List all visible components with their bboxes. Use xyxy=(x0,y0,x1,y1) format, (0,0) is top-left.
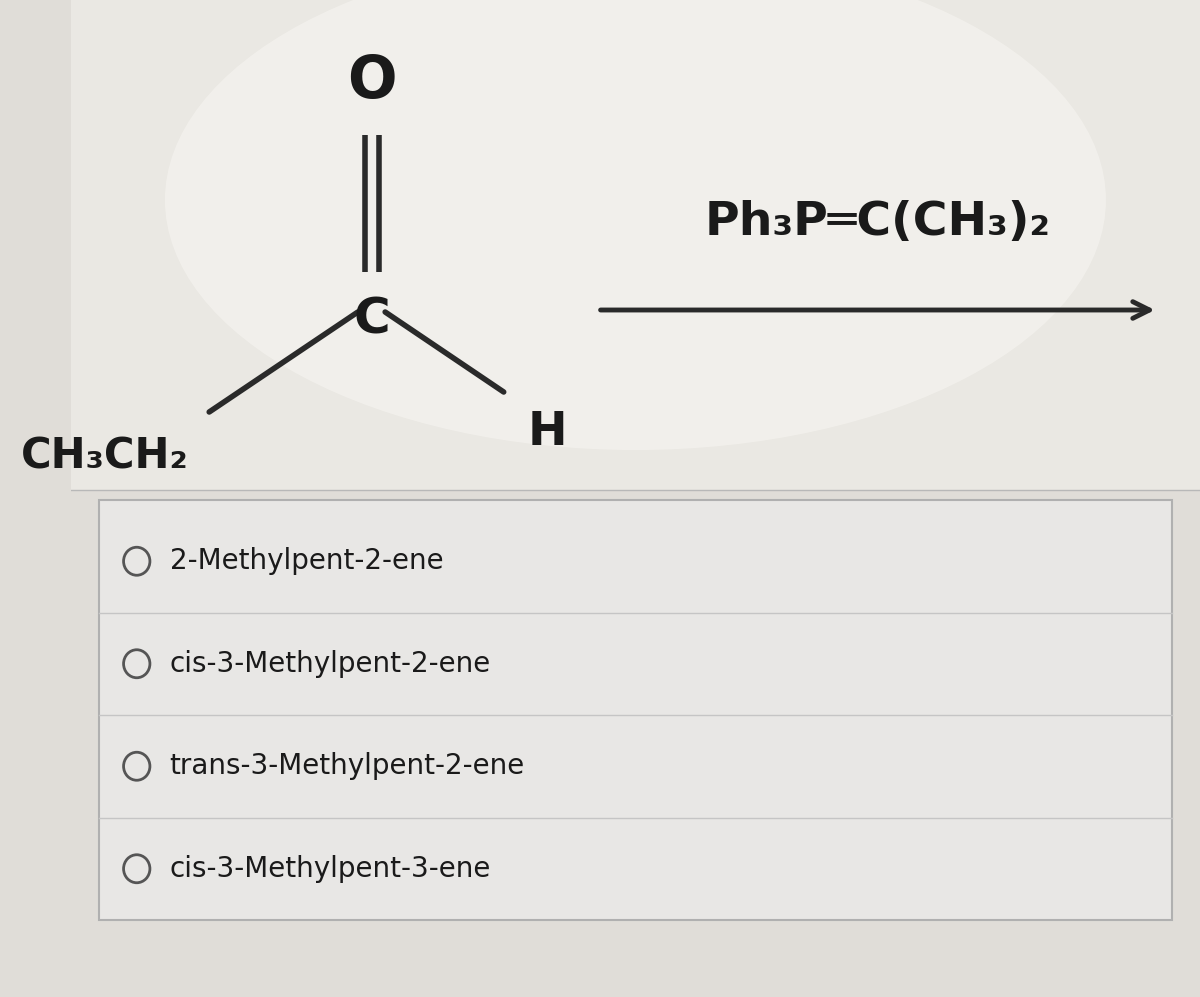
Text: CH₃CH₂: CH₃CH₂ xyxy=(20,435,188,477)
Bar xyxy=(71,0,1200,490)
Text: trans-3-Methylpent-2-ene: trans-3-Methylpent-2-ene xyxy=(169,753,524,781)
Text: H: H xyxy=(527,410,566,455)
Text: cis-3-Methylpent-3-ene: cis-3-Methylpent-3-ene xyxy=(169,854,491,882)
Text: Ph₃P═C(CH₃)₂: Ph₃P═C(CH₃)₂ xyxy=(704,200,1051,245)
Text: 2-Methylpent-2-ene: 2-Methylpent-2-ene xyxy=(169,547,443,575)
Text: C: C xyxy=(354,295,390,343)
Text: O: O xyxy=(347,53,397,110)
FancyBboxPatch shape xyxy=(100,500,1171,920)
Ellipse shape xyxy=(164,0,1106,450)
Text: cis-3-Methylpent-2-ene: cis-3-Methylpent-2-ene xyxy=(169,650,491,678)
